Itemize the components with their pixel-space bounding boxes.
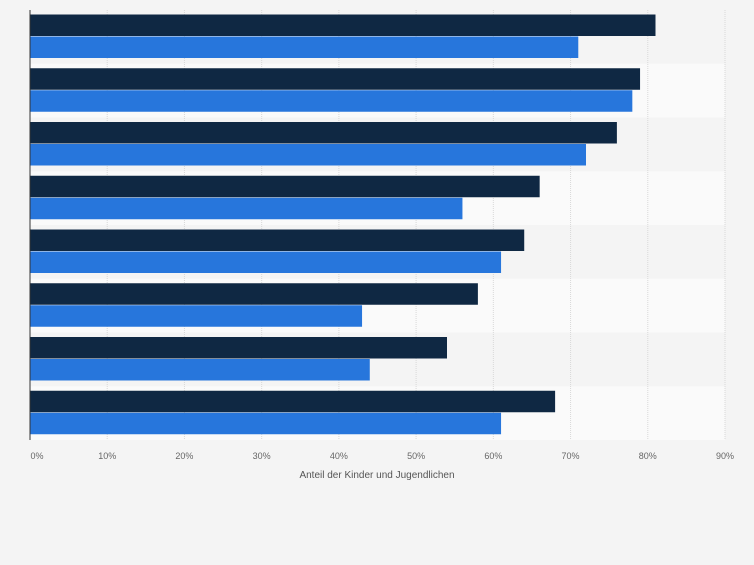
bar-series-1	[30, 122, 617, 144]
x-tick-label: 40%	[330, 451, 348, 461]
bar-series-1	[30, 337, 447, 359]
bar-series-1	[30, 390, 556, 413]
bar-series-1	[30, 14, 656, 36]
x-tick-label: 80%	[639, 451, 657, 461]
x-tick-label: 0%	[30, 451, 43, 461]
x-tick-label: 10%	[98, 451, 116, 461]
bar-series-2	[30, 305, 363, 327]
bar-series-1	[30, 229, 525, 251]
x-tick-label: 70%	[562, 451, 580, 461]
bars	[30, 14, 656, 435]
bar-series-2	[30, 197, 463, 220]
bar-series-2	[30, 251, 502, 273]
x-tick-label: 50%	[407, 451, 425, 461]
x-tick-label: 90%	[716, 451, 734, 461]
bar-series-2	[30, 90, 633, 112]
bar-series-1	[30, 68, 641, 90]
bar-series-2	[30, 144, 586, 166]
bar-series-1	[30, 175, 540, 198]
x-tick-labels: 0% 10% 20% 30% 40% 50% 60% 70% 80% 90%	[30, 451, 734, 461]
x-tick-label: 60%	[484, 451, 502, 461]
x-tick-label: 20%	[175, 451, 193, 461]
x-axis-label: Anteil der Kinder und Jugendlichen	[299, 470, 454, 481]
bar-series-1	[30, 283, 478, 305]
bar-series-2	[30, 36, 579, 58]
bar-series-2	[30, 359, 370, 381]
bar-series-2	[30, 412, 502, 435]
x-tick-label: 30%	[253, 451, 271, 461]
